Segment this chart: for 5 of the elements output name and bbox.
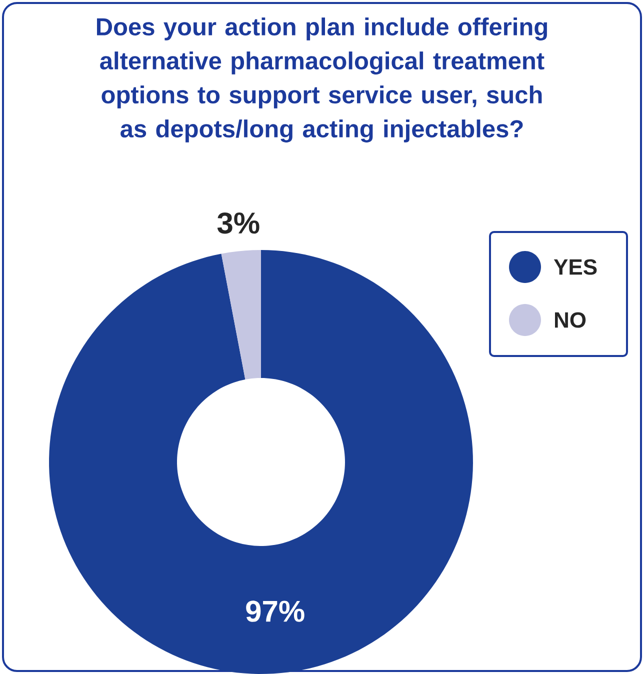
data-label: 3% bbox=[217, 212, 260, 234]
data-label: 97% bbox=[246, 600, 304, 622]
legend-label: YES bbox=[554, 259, 597, 275]
legend-label: NO bbox=[555, 312, 586, 328]
chart-title: Does your action plan include offering alternative pharmacological treatment options to support service user, such as depots/long acting injectables? bbox=[96, 18, 548, 142]
